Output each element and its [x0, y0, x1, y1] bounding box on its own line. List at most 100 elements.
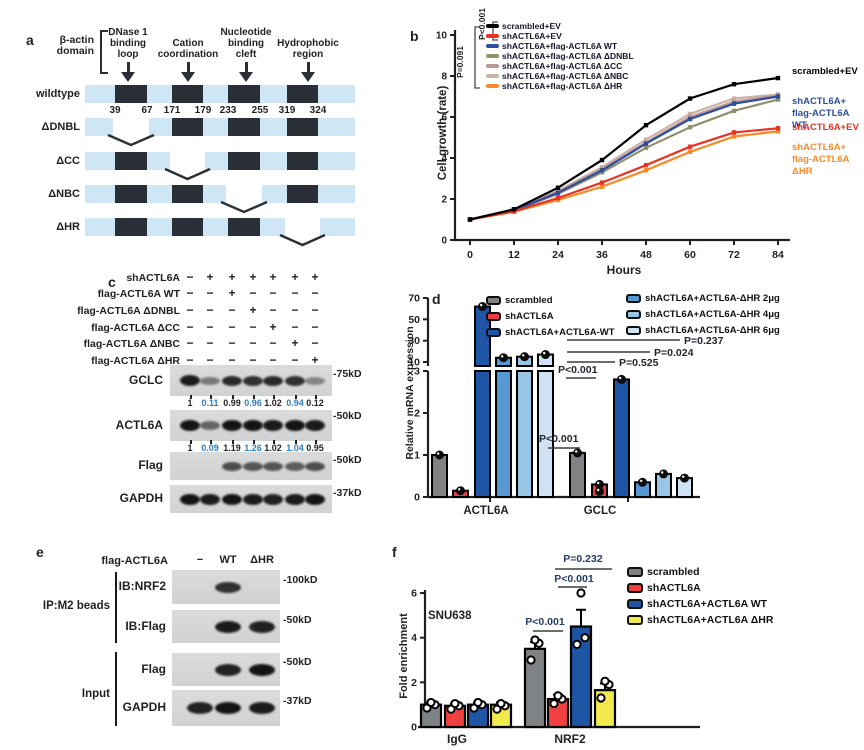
mw-marker: -50kD	[333, 410, 362, 422]
domain-segment	[287, 85, 318, 103]
blot-label: GAPDH	[119, 491, 163, 505]
deletion-chevron-line	[279, 233, 326, 247]
quant-tick	[210, 395, 212, 399]
domain-segment	[228, 152, 260, 170]
category-label: NRF2	[554, 732, 586, 746]
condition-value: −	[269, 303, 277, 317]
domain-segment	[228, 118, 260, 136]
legend-label: shACTL6A+EV	[502, 31, 562, 41]
blot-band	[285, 461, 305, 471]
panel-letter-a: a	[26, 32, 34, 48]
data-point-marker	[643, 137, 649, 142]
legend-item: shACTL6A+ACTL6A ΔHR	[627, 614, 773, 626]
data-point-dot	[600, 676, 610, 686]
chart-legend: scrambled+EV shACTL6A+EV shACTL6A+flag-ACT…	[486, 21, 676, 93]
beta-actin-bracket-tick-top	[100, 30, 108, 32]
data-point-dot	[595, 486, 604, 496]
y-tick-label: 0	[441, 236, 447, 247]
lane-label: WT	[219, 554, 237, 566]
series-end-label: shACTL6A+ flag-ACTL6A ΔHR	[792, 142, 850, 177]
legend-label: shACTL6A+ACTL6A-ΔHR 6μg	[645, 325, 780, 336]
bar	[613, 378, 630, 498]
x-axis-label: Hours	[607, 263, 642, 277]
series-end-label: shACTL6A+ flag-ACTL6A WT	[792, 96, 850, 131]
condition-value: −	[269, 353, 277, 367]
blot-band	[263, 461, 283, 471]
legend-label: shACTL6A+ACTL6A-ΔHR 2μg	[645, 293, 780, 304]
condition-label: flag-ACTL6A ΔCC	[91, 322, 180, 334]
data-point-dot-highlight	[543, 351, 546, 355]
construct-label: ΔHR	[56, 221, 80, 233]
data-point-marker	[775, 75, 781, 81]
quant-value: 0.09	[201, 443, 219, 453]
legend-item: scrambled	[486, 295, 553, 306]
blot-label: GAPDH	[122, 700, 166, 714]
mw-marker: -100kD	[283, 574, 318, 586]
legend-swatch	[626, 310, 641, 319]
blot-band	[222, 420, 242, 431]
legend-marker	[486, 84, 499, 88]
construct-label: ΔDNBL	[41, 121, 80, 133]
data-point-marker	[687, 125, 693, 130]
mw-marker: -50kD	[333, 454, 362, 466]
x-tick-label: 12	[508, 249, 520, 261]
domain-annotation: DNase 1 binding loop	[108, 27, 148, 60]
data-point-marker	[643, 145, 649, 150]
blot-band	[243, 461, 263, 471]
group-bracket-line	[115, 652, 117, 726]
y-axis-label: Fold enrichment	[398, 613, 410, 699]
header-label: flag-ACTL6A	[101, 555, 168, 567]
y-tick-label: 10	[436, 31, 448, 42]
quant-tick	[315, 395, 317, 399]
data-point-dot	[553, 691, 563, 701]
bar-lower	[474, 370, 491, 498]
condition-value: +	[291, 336, 299, 350]
quant-value: 1.04	[286, 443, 304, 453]
y-axis-label: Relative mRNA expression	[404, 326, 416, 460]
legend-marker	[486, 54, 499, 58]
blot-label: ACTL6A	[115, 417, 163, 432]
condition-label: flag-ACTL6A ΔHR	[91, 355, 180, 367]
data-point-marker	[643, 168, 649, 173]
legend-label: scrambled+EV	[502, 21, 561, 31]
bar	[523, 647, 547, 729]
legend-item: shACTL6A+ACTL6A WT	[627, 598, 767, 610]
legend-item: shACTL6A+flag-ACTL6A ΔHR	[486, 81, 622, 91]
beta-actin-domain-label: β-actin domain	[56, 34, 94, 57]
condition-value: −	[228, 336, 236, 350]
blot-band	[249, 702, 275, 714]
mw-marker: -37kD	[283, 695, 312, 707]
blot-band	[263, 493, 283, 505]
legend-item: shACTL6A+flag-ACTL6A WT	[486, 41, 617, 51]
annotation-arrow-stem	[306, 62, 310, 73]
data-point-dot-highlight	[661, 471, 664, 474]
quant-tick	[210, 440, 212, 444]
y-tick-label: 8	[441, 72, 447, 83]
domain-segment	[172, 185, 203, 203]
blot-band	[243, 420, 263, 431]
condition-label: flag-ACTL6A WT	[97, 288, 180, 300]
data-point-marker	[599, 184, 605, 189]
line-series	[469, 98, 779, 221]
quant-tick	[273, 440, 275, 444]
construct-backbone	[85, 85, 355, 103]
data-point-marker	[643, 162, 649, 168]
domain-segment	[228, 218, 260, 236]
legend-label: shACTL6A+flag-ACTL6A ΔCC	[502, 61, 623, 71]
y-tick-label: 50	[408, 314, 420, 326]
domain-segment	[172, 218, 203, 236]
data-point-dot	[496, 698, 506, 709]
y-tick-label: 2	[441, 195, 447, 206]
legend-marker	[486, 24, 499, 28]
legend-swatch	[486, 312, 501, 321]
legend-item: shACTL6A+flag-ACTL6A ΔDNBL	[486, 51, 634, 61]
y-tick-label: 2	[414, 408, 420, 420]
condition-value: −	[206, 303, 214, 317]
data-point-dot-highlight	[640, 479, 643, 483]
legend-marker	[486, 34, 499, 38]
data-point-dot	[530, 635, 540, 645]
blot-label: Flag	[141, 661, 166, 676]
y-tick-label: 10	[408, 357, 420, 369]
data-point-marker	[555, 195, 561, 201]
